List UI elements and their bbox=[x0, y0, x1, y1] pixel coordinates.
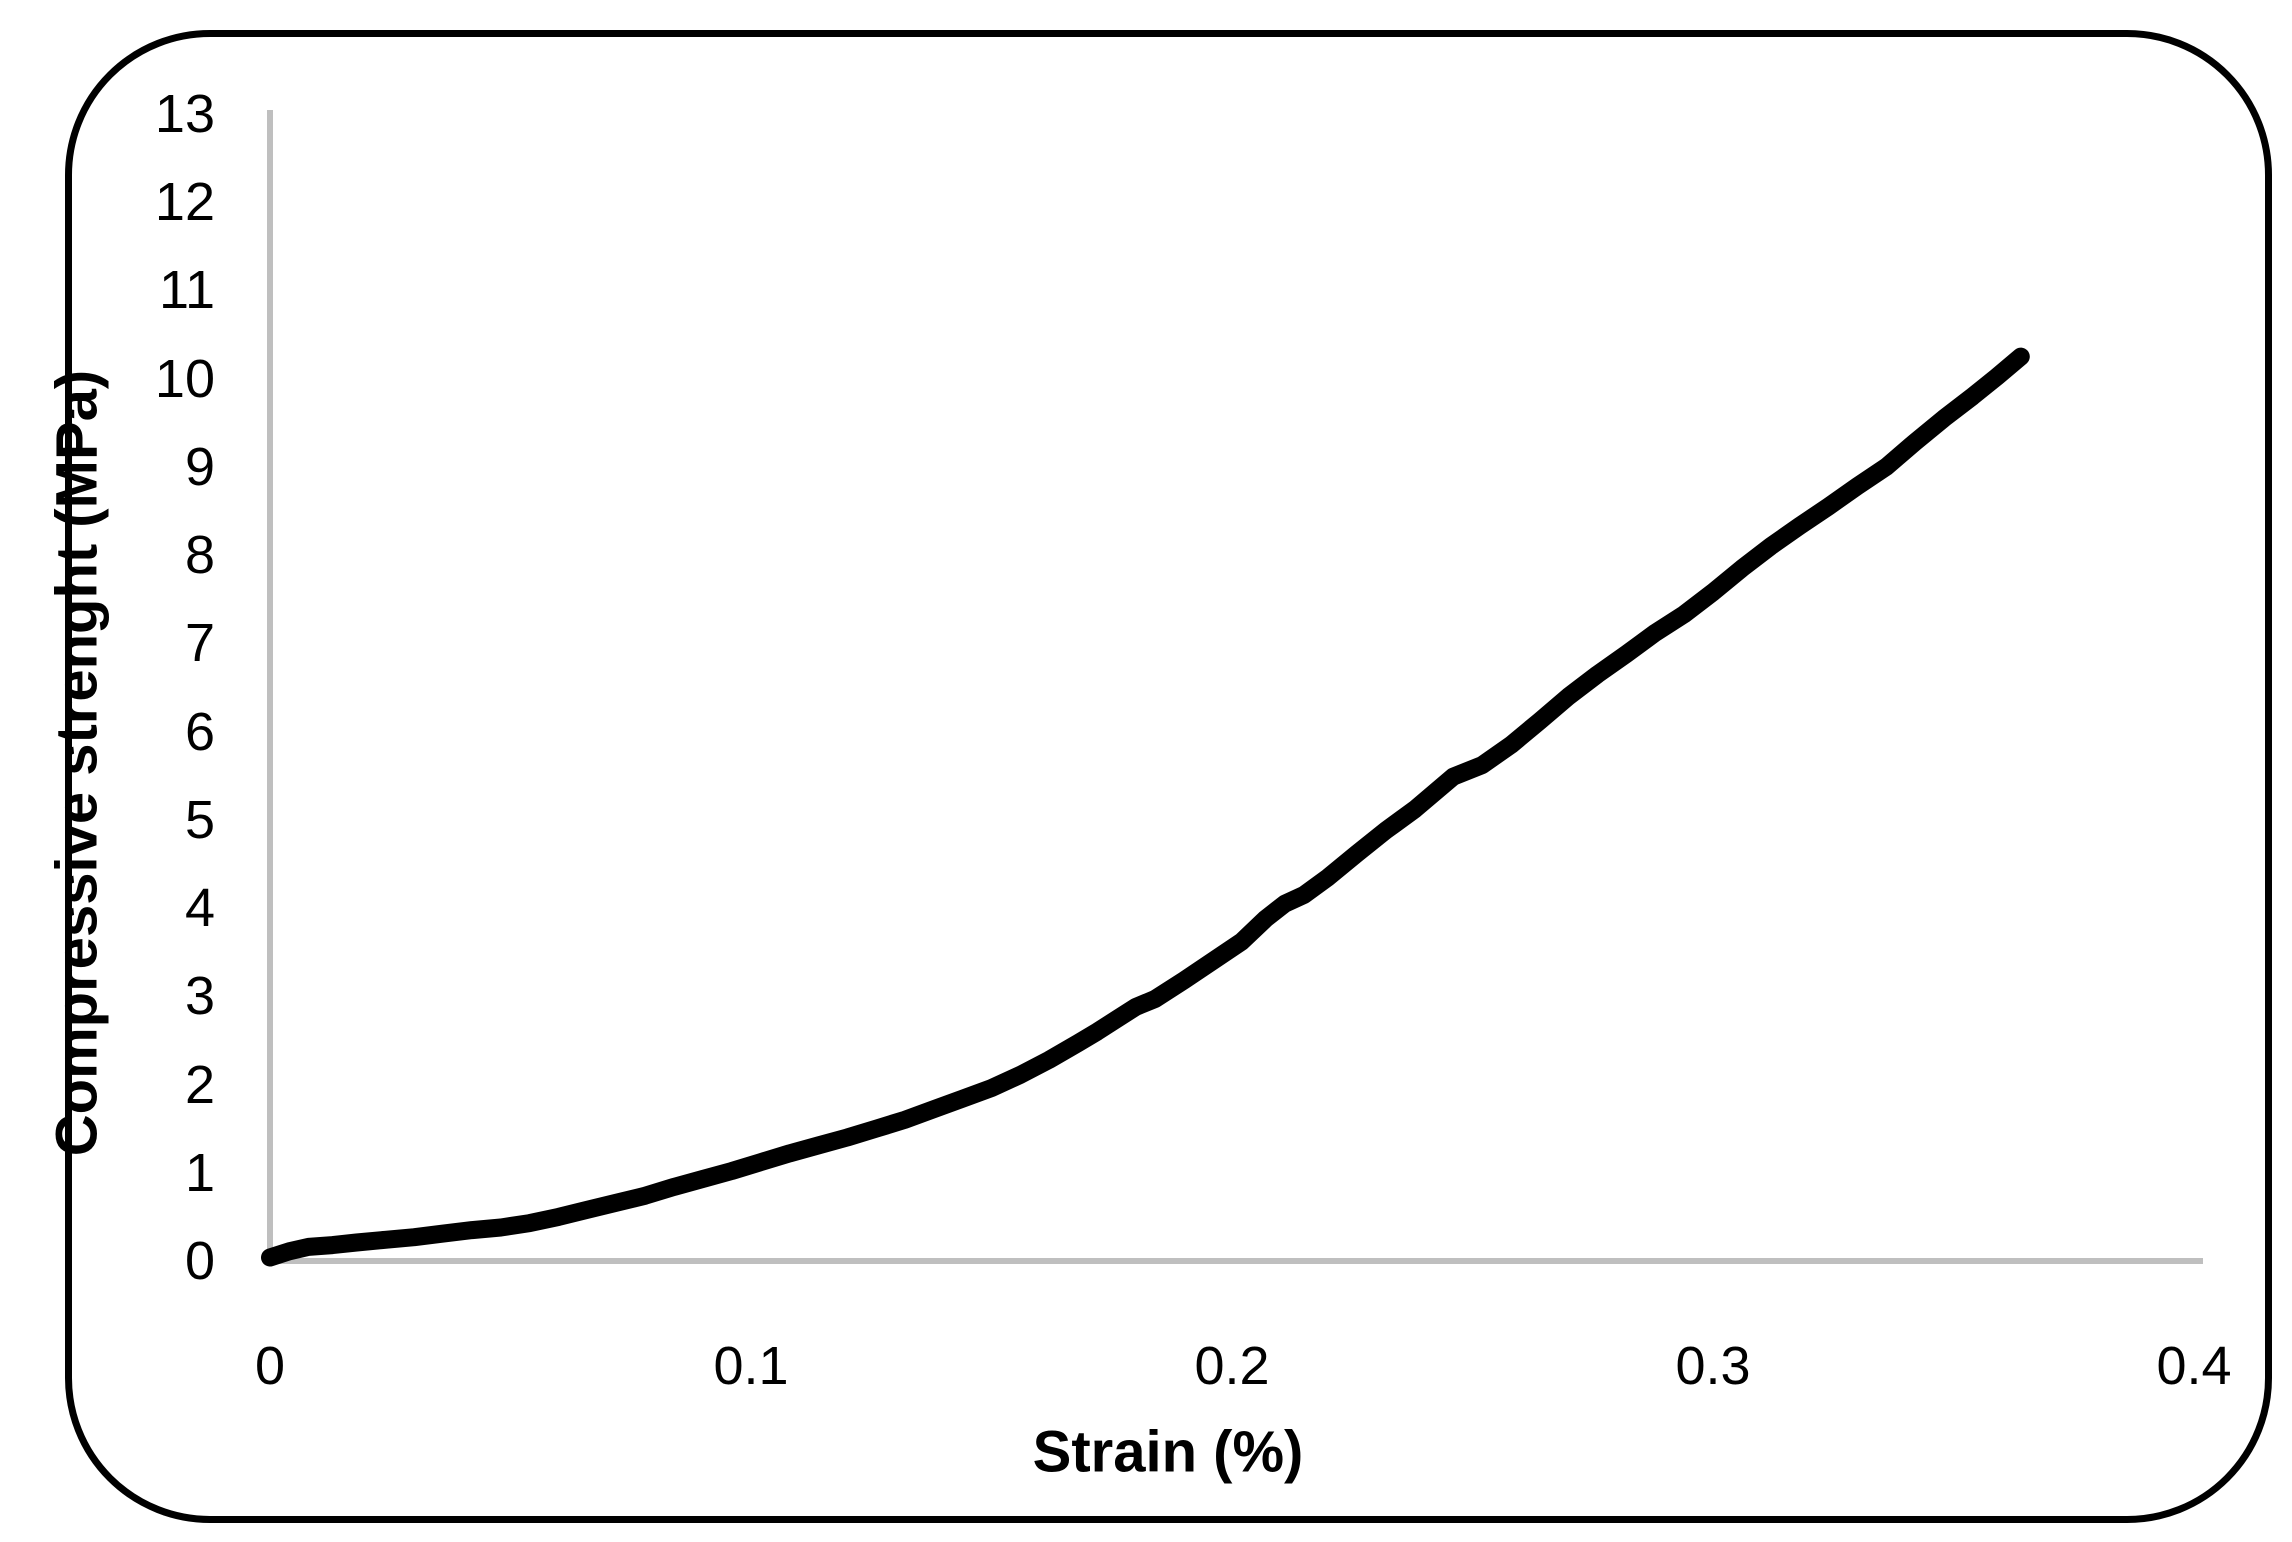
y-tick-label: 9 bbox=[184, 436, 215, 497]
y-tick-label: 12 bbox=[154, 172, 215, 233]
y-tick-label: 1 bbox=[184, 1142, 215, 1203]
y-tick-label: 2 bbox=[184, 1054, 215, 1115]
x-tick-label: 0.2 bbox=[1194, 1336, 1270, 1396]
y-tick-label: 7 bbox=[184, 613, 215, 674]
y-tick-label: 4 bbox=[184, 878, 215, 939]
x-tick-label: 0 bbox=[254, 1336, 286, 1396]
x-tick-label: 0.4 bbox=[2156, 1336, 2232, 1396]
y-tick-label: 8 bbox=[184, 525, 215, 586]
y-tick-label: 11 bbox=[158, 260, 215, 321]
x-tick-label: 0.3 bbox=[1675, 1336, 1751, 1396]
stress-strain-curve bbox=[261, 347, 2030, 1267]
y-tick-label: 5 bbox=[184, 789, 215, 850]
x-tick-label: 0.1 bbox=[713, 1336, 789, 1396]
y-tick-label: 3 bbox=[184, 966, 215, 1027]
y-axis-title: Compressive strenght (MPa) bbox=[44, 369, 110, 1157]
x-axis-title: Strain (%) bbox=[1032, 1419, 1304, 1485]
y-tick-label: 0 bbox=[184, 1231, 215, 1291]
y-tick-label: 6 bbox=[184, 701, 215, 762]
y-tick-label: 10 bbox=[154, 348, 215, 409]
y-tick-label: 13 bbox=[154, 84, 215, 144]
chart-frame-border bbox=[65, 30, 2272, 1523]
